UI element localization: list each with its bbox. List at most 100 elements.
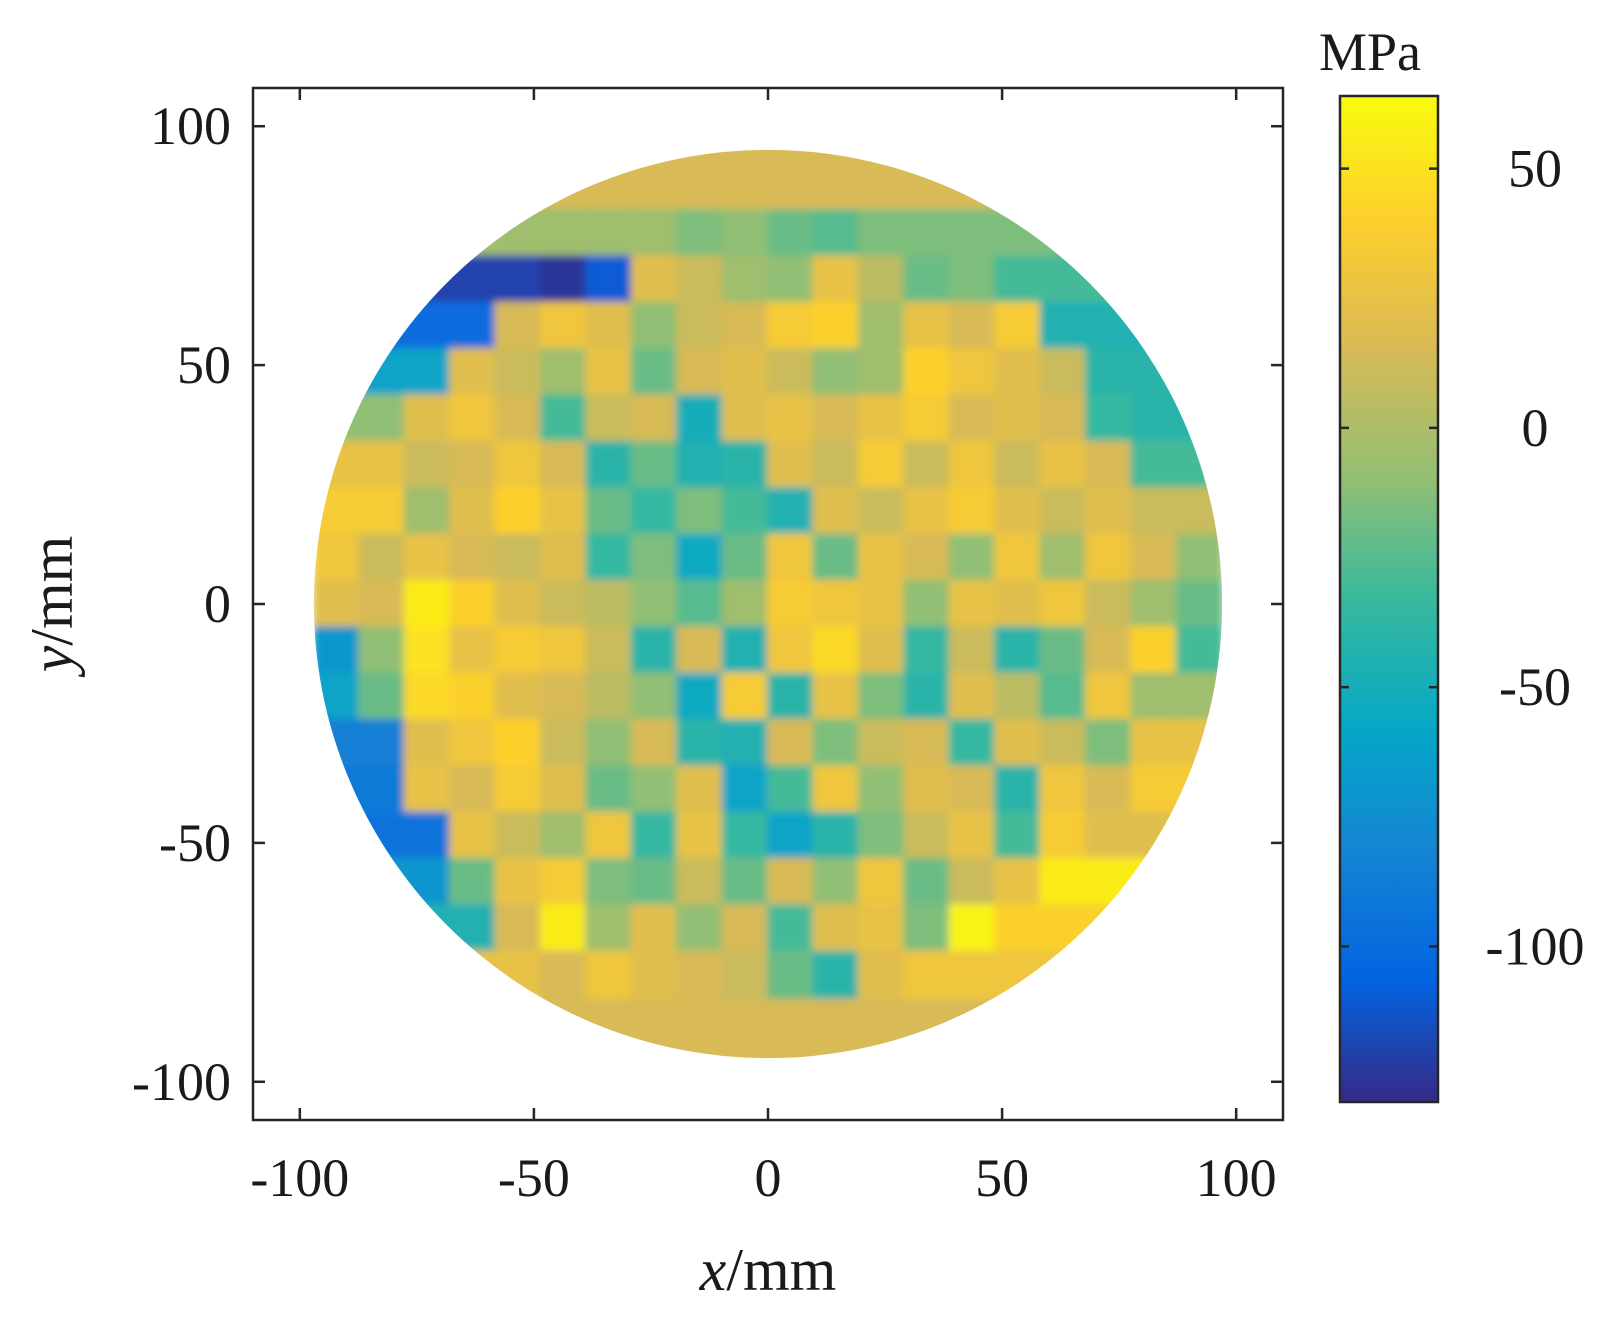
stress-cell [630, 626, 679, 675]
stress-cell [1039, 857, 1087, 907]
stress-cell [539, 811, 588, 860]
stress-cell [494, 904, 542, 953]
stress-cell [767, 626, 815, 675]
stress-cell [676, 904, 724, 953]
stress-disk [313, 149, 1223, 1059]
stress-cell [1130, 487, 1178, 536]
stress-cell [812, 765, 860, 814]
stress-cell [676, 718, 724, 768]
stress-cell [585, 440, 633, 490]
y-axis-label: y/mm [19, 536, 85, 679]
stress-cell [539, 440, 588, 490]
stress-cell [630, 255, 679, 304]
y-tick-label: -100 [132, 1052, 231, 1112]
stress-cell [494, 765, 542, 814]
stress-cell [994, 765, 1042, 814]
stress-cell [903, 579, 951, 629]
stress-cell [539, 857, 588, 907]
stress-cell [358, 533, 406, 582]
stress-cell [630, 950, 679, 999]
stress-cell [767, 394, 815, 443]
stress-cell [721, 811, 769, 860]
stress-cell [1039, 440, 1087, 490]
stress-cell [857, 765, 906, 814]
stress-cell [676, 857, 724, 907]
stress-cell [903, 533, 951, 582]
stress-cell [1130, 579, 1178, 629]
stress-cell [721, 394, 769, 443]
stress-cell [1084, 440, 1133, 490]
stress-cell [903, 394, 951, 443]
colorbar-unit-label: MPa [1319, 22, 1421, 82]
stress-cell [903, 626, 951, 675]
stress-cell [585, 255, 633, 304]
x-tick-label: -100 [250, 1148, 349, 1208]
stress-cell [403, 487, 452, 536]
stress-cell [812, 533, 860, 582]
stress-cell [767, 348, 815, 397]
colorbar: MPa 50 0 -50 -100 [1319, 22, 1585, 1104]
stress-cell [948, 626, 997, 675]
stress-cell [403, 626, 452, 675]
stress-cell [1130, 626, 1178, 675]
stress-cell [539, 765, 588, 814]
stress-cell [676, 672, 724, 721]
stress-cell [1084, 487, 1133, 536]
stress-cell [585, 904, 633, 953]
stress-cell [812, 394, 860, 443]
stress-cell [630, 765, 679, 814]
stress-cell [948, 579, 997, 629]
stress-cell [812, 255, 860, 304]
stress-cell [1130, 718, 1178, 768]
stress-cell [857, 209, 906, 258]
heatmap-plot-area: -100 -50 0 50 100 100 50 0 -50 -100 [132, 86, 1285, 1208]
stress-cell [676, 765, 724, 814]
stress-cell [721, 579, 769, 629]
stress-cell [948, 950, 997, 999]
stress-cell [630, 579, 679, 629]
stress-cell [721, 950, 769, 999]
stress-cell [449, 533, 497, 582]
stress-cell [403, 811, 452, 860]
stress-cell [994, 904, 1042, 953]
stress-cell [403, 579, 452, 629]
stress-cell [767, 904, 815, 953]
stress-cell [630, 394, 679, 443]
stress-cell [494, 348, 542, 397]
stress-cell [812, 626, 860, 675]
stress-cell [449, 348, 497, 397]
stress-cell [358, 672, 406, 721]
stress-cell [630, 857, 679, 907]
x-tick-label: 100 [1196, 1148, 1277, 1208]
stress-cell [1039, 533, 1087, 582]
stress-cell [1039, 765, 1087, 814]
stress-cell [857, 487, 906, 536]
stress-cell [403, 672, 452, 721]
stress-cell [494, 533, 542, 582]
x-tick-label: -50 [498, 1148, 570, 1208]
stress-cell [767, 301, 815, 351]
stress-cell [630, 718, 679, 768]
stress-cell [494, 487, 542, 536]
stress-cell [1084, 765, 1133, 814]
stress-cell [1084, 672, 1133, 721]
stress-cell [857, 301, 906, 351]
stress-cell [767, 811, 815, 860]
stress-cell [1175, 579, 1223, 629]
stress-cell [403, 394, 452, 443]
stress-cell [903, 348, 951, 397]
stress-cell [630, 672, 679, 721]
stress-cell [1039, 579, 1087, 629]
stress-cell [313, 626, 361, 675]
stress-cell [676, 394, 724, 443]
stress-cell [1130, 765, 1178, 814]
stress-cell [449, 718, 497, 768]
stress-cell [994, 718, 1042, 768]
stress-cell [403, 348, 452, 397]
stress-cell [994, 533, 1042, 582]
stress-cells [313, 149, 1223, 1059]
colorbar-ticks: 50 0 -50 -100 [1340, 139, 1585, 976]
colorbar-tick-label: -100 [1486, 916, 1585, 976]
stress-cell [857, 348, 906, 397]
